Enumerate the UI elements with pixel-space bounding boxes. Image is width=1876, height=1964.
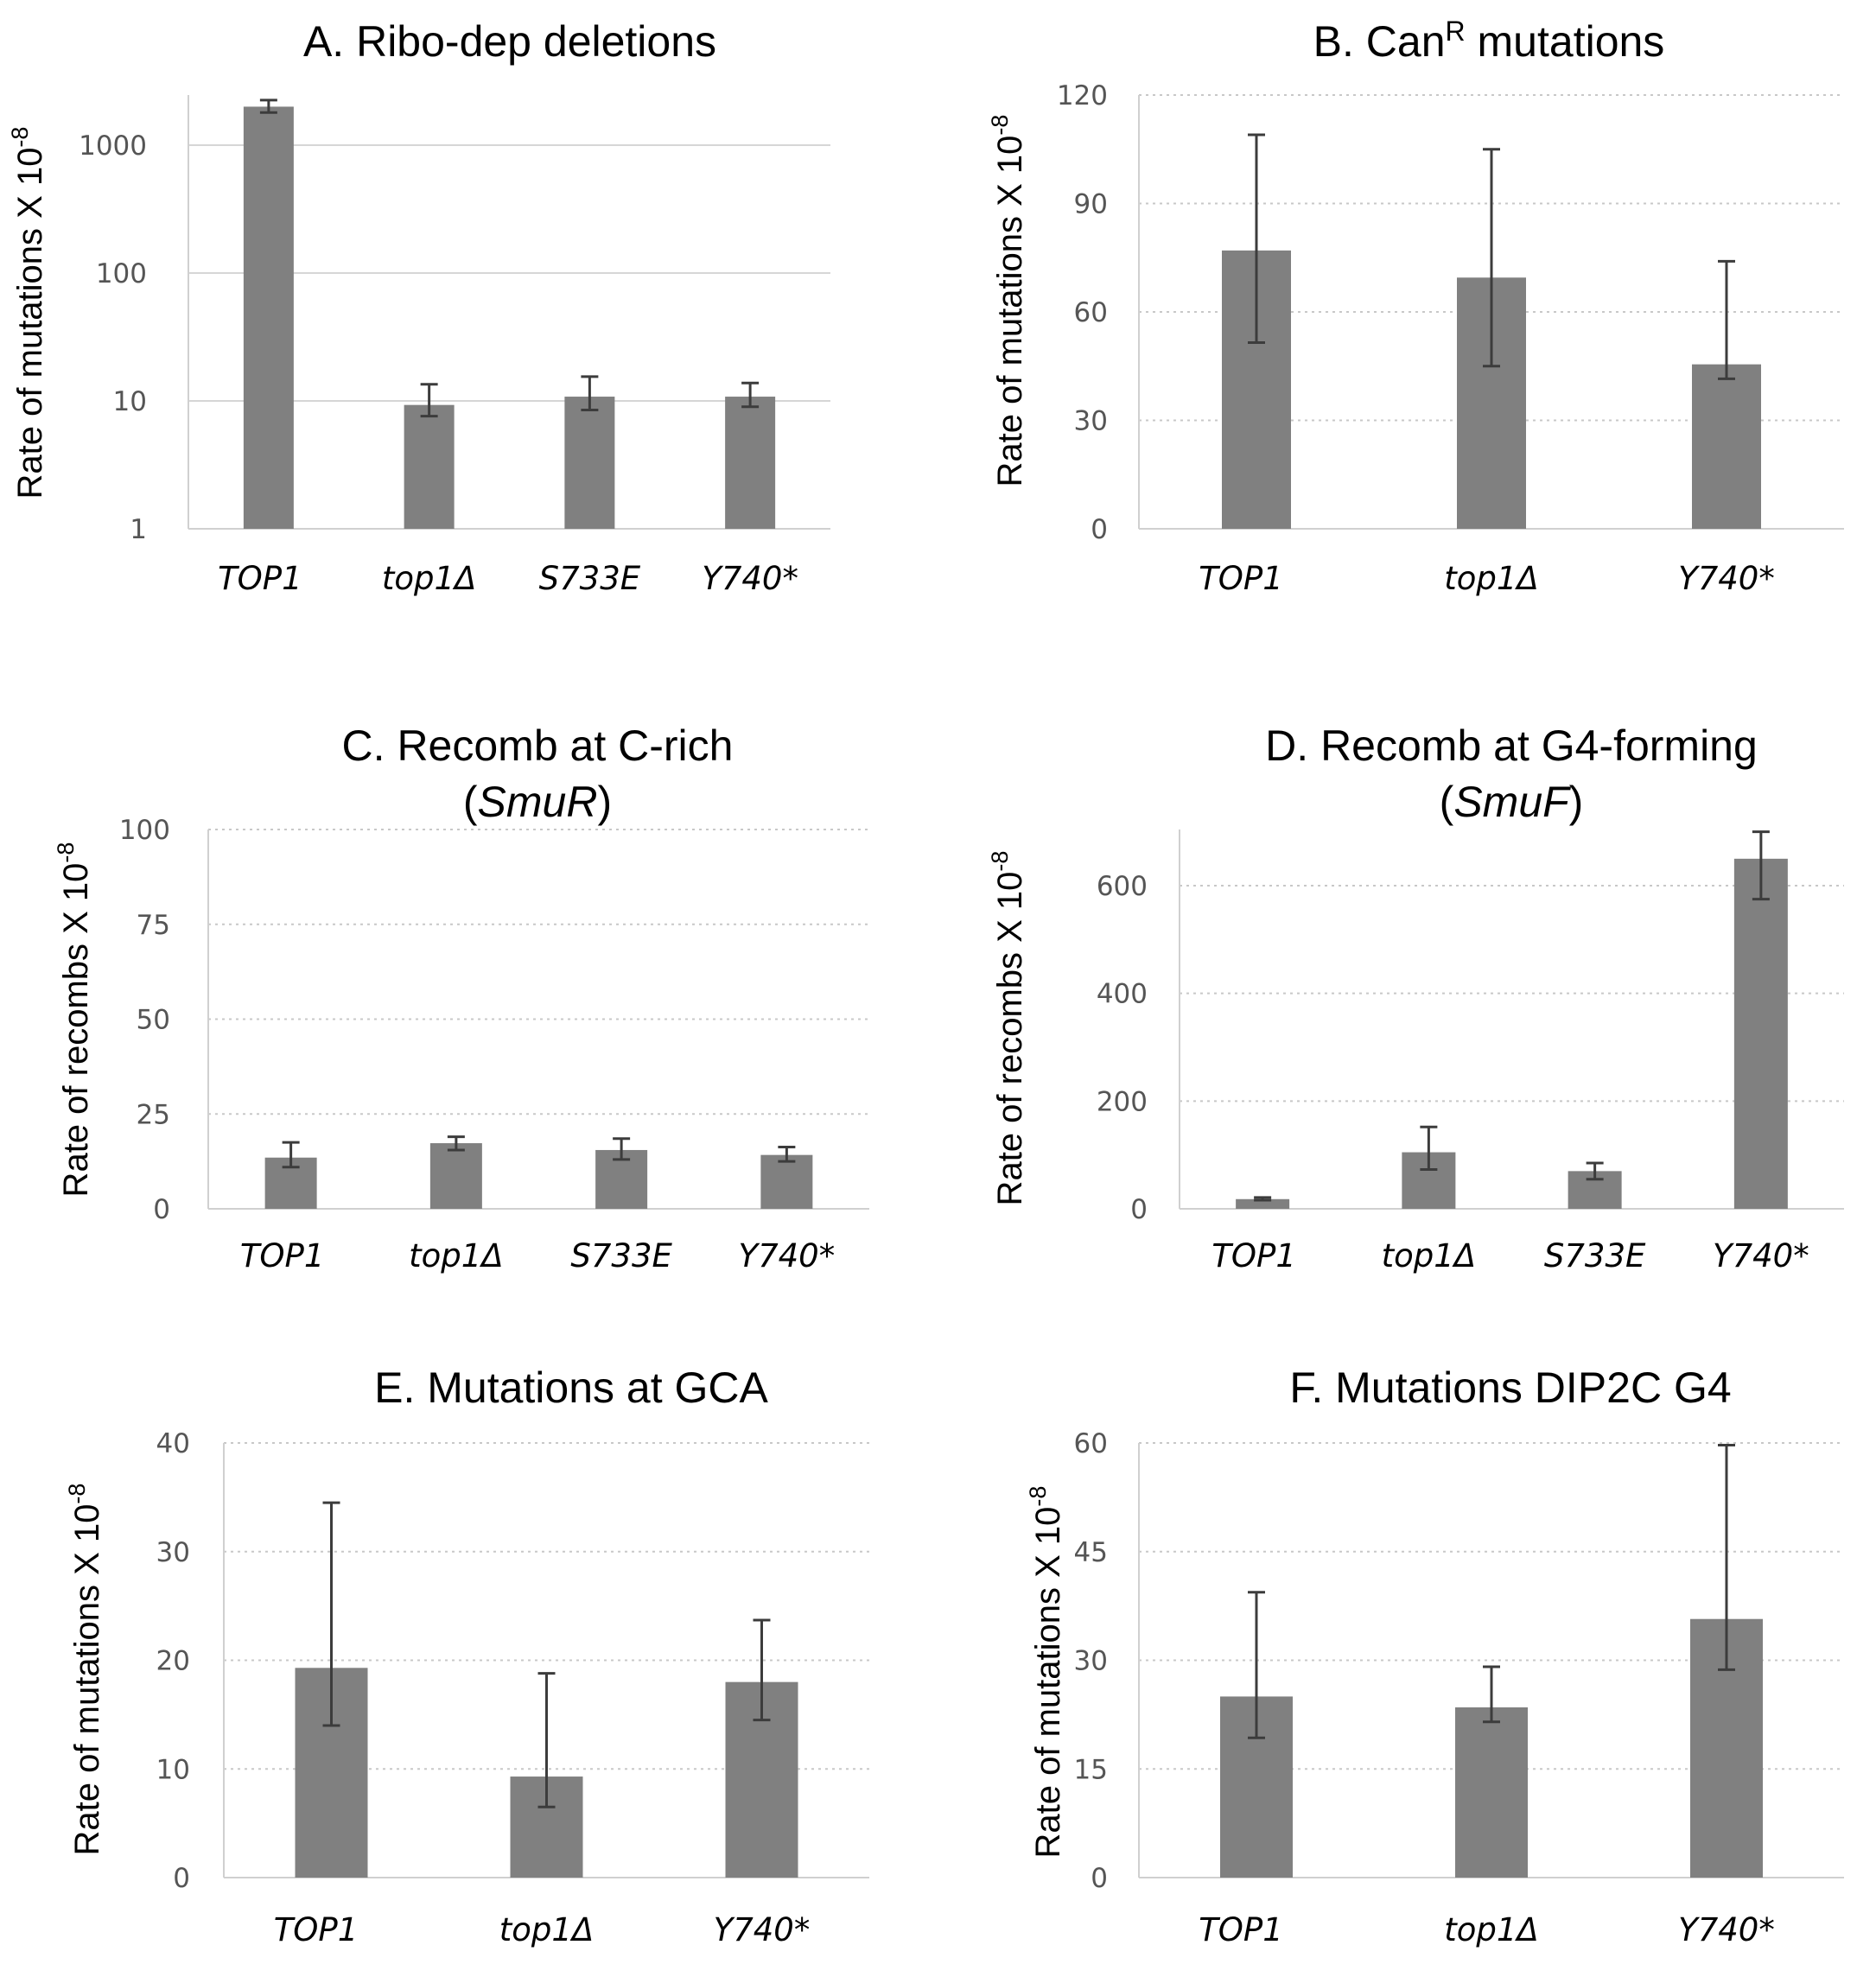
y-tick-label: 400 — [1097, 979, 1148, 1010]
bar-2 — [1455, 1707, 1528, 1878]
x-category-label: TOP1 — [240, 1237, 325, 1274]
x-category-label: Y740* — [1713, 1237, 1809, 1274]
y-axis-label: Rate of recombs X 10-8 — [987, 851, 1029, 1206]
y-tick-label: 100 — [119, 815, 170, 846]
y-tick-label: 15 — [1074, 1754, 1108, 1785]
y-tick-label: 200 — [1097, 1086, 1148, 1117]
panel-d: D. Recomb at G4-forming (SmuF) Rate of rec… — [987, 721, 1844, 1274]
bar-3 — [1692, 364, 1761, 529]
x-category-label: top1Δ — [1444, 560, 1538, 597]
y-tick-label: 60 — [1074, 297, 1108, 328]
x-category-label: top1Δ — [409, 1237, 503, 1274]
chart-title: A. Ribo-dep deletions — [303, 17, 716, 66]
x-category-label: Y740* — [1678, 560, 1775, 597]
y-tick-label: 600 — [1097, 871, 1148, 902]
y-tick-label: 50 — [137, 1005, 170, 1036]
y-tick-label: 100 — [96, 258, 147, 289]
y-tick-label: 30 — [1074, 1646, 1108, 1677]
x-category-label: Y740* — [1678, 1911, 1775, 1948]
bar-4 — [760, 1154, 813, 1209]
panel-a: A. Ribo-dep deletions Rate of mutations X… — [7, 17, 830, 597]
x-category-label: S733E — [539, 560, 641, 597]
bar-3 — [564, 397, 615, 529]
chart-title: C. Recomb at C-rich — [342, 721, 734, 770]
y-tick-label: 20 — [156, 1646, 190, 1677]
chart-subtitle: (SmuR) — [463, 778, 612, 826]
y-tick-label: 75 — [137, 910, 170, 941]
y-tick-label: 0 — [173, 1863, 190, 1894]
y-tick-label: 0 — [1091, 514, 1108, 545]
x-category-label: Y740* — [739, 1237, 836, 1274]
panel-c: C. Recomb at C-rich (SmuR) Rate of recombs… — [53, 721, 869, 1274]
x-category-label: TOP1 — [274, 1911, 359, 1948]
x-category-label: S733E — [570, 1237, 672, 1274]
y-tick-label: 1 — [130, 514, 147, 545]
x-category-label: TOP1 — [218, 560, 302, 597]
bar-4 — [1733, 858, 1788, 1209]
y-tick-label: 30 — [1074, 406, 1108, 437]
panel-e: E. Mutations at GCA Rate of mutations X 1… — [64, 1363, 869, 1948]
bar-2 — [429, 1143, 482, 1209]
x-category-label: TOP1 — [1199, 1911, 1283, 1948]
bar-4 — [725, 397, 776, 529]
y-axis-label: Rate of recombs X 10-8 — [53, 842, 95, 1198]
y-axis-label: Rate of mutations X 10-8 — [7, 127, 49, 499]
x-category-label: top1Δ — [382, 560, 476, 597]
panel-f: F. Mutations DIP2C G4 Rate of mutations X… — [1025, 1363, 1844, 1948]
x-category-label: top1Δ — [1382, 1237, 1476, 1274]
y-axis-label: Rate of mutations X 10-8 — [987, 115, 1029, 487]
y-axis-label: Rate of mutations X 10-8 — [64, 1484, 106, 1856]
x-category-label: top1Δ — [1444, 1911, 1538, 1948]
y-tick-label: 25 — [137, 1099, 170, 1130]
chart-subtitle: (SmuF) — [1440, 778, 1584, 826]
x-category-label: TOP1 — [1199, 560, 1283, 597]
y-tick-label: 10 — [113, 386, 147, 417]
panel-b: B. CanR mutations Rate of mutations X 10-… — [987, 16, 1844, 597]
y-tick-label: 0 — [1091, 1863, 1108, 1894]
x-category-label: S733E — [1544, 1237, 1646, 1274]
x-category-label: top1Δ — [499, 1911, 594, 1948]
x-category-label: TOP1 — [1211, 1237, 1296, 1274]
y-tick-label: 40 — [156, 1428, 190, 1459]
x-category-label: Y740* — [714, 1911, 811, 1948]
bar-1 — [1236, 1198, 1290, 1209]
x-category-label: Y740* — [702, 560, 798, 597]
bar-1 — [243, 106, 294, 529]
bar-2 — [404, 404, 455, 529]
chart-title: D. Recomb at G4-forming — [1265, 721, 1758, 770]
y-tick-label: 120 — [1057, 80, 1108, 111]
chart-title: F. Mutations DIP2C G4 — [1289, 1363, 1731, 1412]
y-tick-label: 10 — [156, 1754, 190, 1785]
y-tick-label: 60 — [1074, 1428, 1108, 1459]
y-tick-label: 30 — [156, 1537, 190, 1568]
y-tick-label: 0 — [1130, 1194, 1148, 1225]
y-tick-label: 0 — [153, 1194, 170, 1225]
chart-title: E. Mutations at GCA — [374, 1363, 768, 1412]
y-axis-label: Rate of mutations X 10-8 — [1025, 1486, 1067, 1859]
y-tick-label: 1000 — [79, 130, 147, 162]
y-tick-label: 45 — [1074, 1537, 1108, 1568]
y-tick-label: 90 — [1074, 189, 1108, 220]
chart-title: B. CanR mutations — [1313, 16, 1665, 66]
